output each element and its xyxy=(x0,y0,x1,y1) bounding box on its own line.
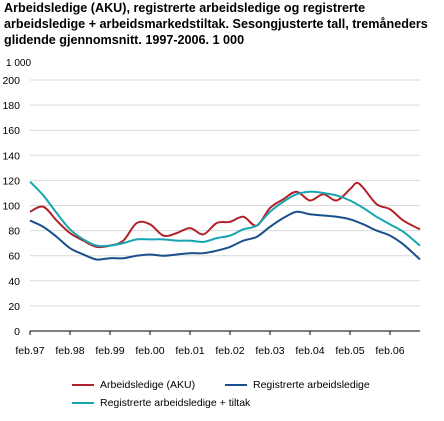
series-line-0 xyxy=(29,181,421,249)
y-axis-unit-label: 1 000 xyxy=(6,58,32,69)
legend-label-registrerte: Registrerte arbeidsledige xyxy=(253,379,370,391)
x-tick-label: feb.98 xyxy=(55,345,84,357)
x-tick-label: feb.97 xyxy=(15,345,44,357)
x-tick-label: feb.99 xyxy=(95,345,124,357)
legend-item-tiltak: Registrerte arbeidsledige + tiltak xyxy=(72,397,250,409)
x-tick-label: feb.00 xyxy=(135,345,164,357)
series-line-2 xyxy=(29,180,421,248)
x-tick-label: feb.02 xyxy=(215,345,244,357)
legend-label-aku: Arbeidsledige (AKU) xyxy=(100,379,196,391)
chart-title: Arbeidsledige (AKU), registrerte arbeids… xyxy=(4,1,428,47)
y-tick-label: 140 xyxy=(2,150,20,162)
x-axis: feb.97 feb.98 feb.99 feb.00 feb.01 feb.02 feb.… xyxy=(15,330,420,357)
x-tick-label: feb.03 xyxy=(255,345,284,357)
gridlines xyxy=(30,79,420,307)
legend-swatch-tiltak xyxy=(72,402,94,404)
legend-swatch-aku xyxy=(72,384,94,386)
y-tick-label: 180 xyxy=(2,100,20,112)
x-tick-label: feb.06 xyxy=(375,345,404,357)
y-tick-label: 200 xyxy=(2,75,20,87)
y-axis-ticks: 0 20 40 60 80 100 120 140 160 180 200 xyxy=(2,75,20,338)
legend-swatch-registrerte xyxy=(225,384,247,386)
y-tick-label: 80 xyxy=(8,226,20,238)
y-tick-label: 20 xyxy=(8,301,20,313)
legend-item-aku: Arbeidsledige (AKU) xyxy=(72,379,195,391)
y-tick-label: 40 xyxy=(8,276,20,288)
series-lines xyxy=(29,180,421,261)
legend-label-tiltak: Registrerte arbeidsledige + tiltak xyxy=(100,397,251,409)
x-tick-label: feb.01 xyxy=(175,345,204,357)
y-tick-label: 100 xyxy=(2,201,20,213)
x-tick-label: feb.04 xyxy=(295,345,324,357)
legend-item-registrerte: Registrerte arbeidsledige xyxy=(225,379,370,391)
x-tick-label: feb.05 xyxy=(335,345,364,357)
y-tick-label: 160 xyxy=(2,125,20,137)
y-tick-label: 0 xyxy=(14,326,20,338)
y-tick-label: 60 xyxy=(8,251,20,263)
y-tick-label: 120 xyxy=(2,175,20,187)
series-line-1 xyxy=(29,210,421,261)
